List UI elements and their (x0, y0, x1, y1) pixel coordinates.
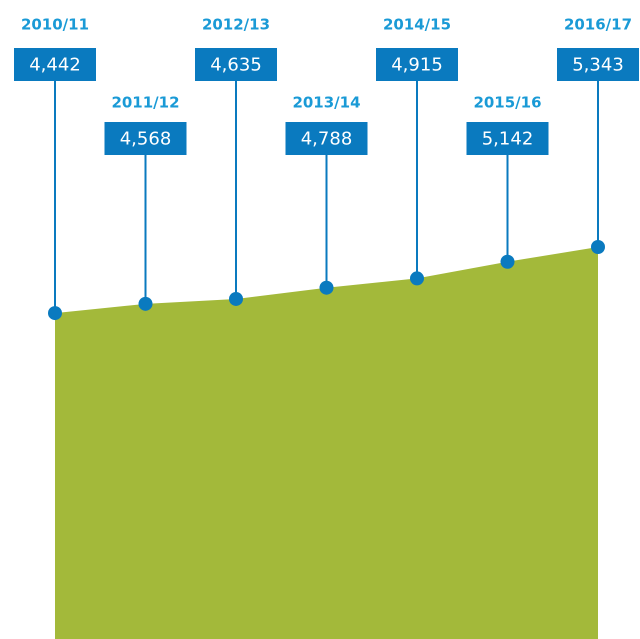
value-box (285, 122, 368, 155)
value-label: 4,915 (391, 55, 443, 76)
category-label: 2012/13 (202, 16, 270, 34)
value-label: 4,788 (301, 129, 353, 150)
value-box (104, 122, 187, 155)
category-label: 2014/15 (383, 16, 451, 34)
point (319, 280, 334, 295)
point (591, 240, 605, 254)
area (55, 247, 598, 639)
point (138, 296, 153, 311)
value-label: 5,142 (482, 129, 534, 150)
value-box (557, 48, 639, 81)
category-label: 2016/17 (564, 16, 632, 34)
value-label: 5,343 (572, 55, 624, 76)
category-label: 2011/12 (111, 94, 179, 112)
point (410, 271, 424, 286)
category-label: 2010/11 (21, 16, 89, 34)
category-label: 2015/16 (473, 94, 541, 112)
point (48, 306, 62, 321)
value-box (195, 48, 277, 81)
value-label: 4,442 (29, 55, 81, 76)
point (229, 291, 243, 306)
category-label: 2013/14 (292, 94, 360, 112)
value-box (466, 122, 549, 155)
value-box (14, 48, 96, 81)
value-label: 4,635 (210, 55, 262, 76)
value-box (376, 48, 458, 81)
point (500, 254, 515, 269)
value-label: 4,568 (120, 129, 172, 150)
